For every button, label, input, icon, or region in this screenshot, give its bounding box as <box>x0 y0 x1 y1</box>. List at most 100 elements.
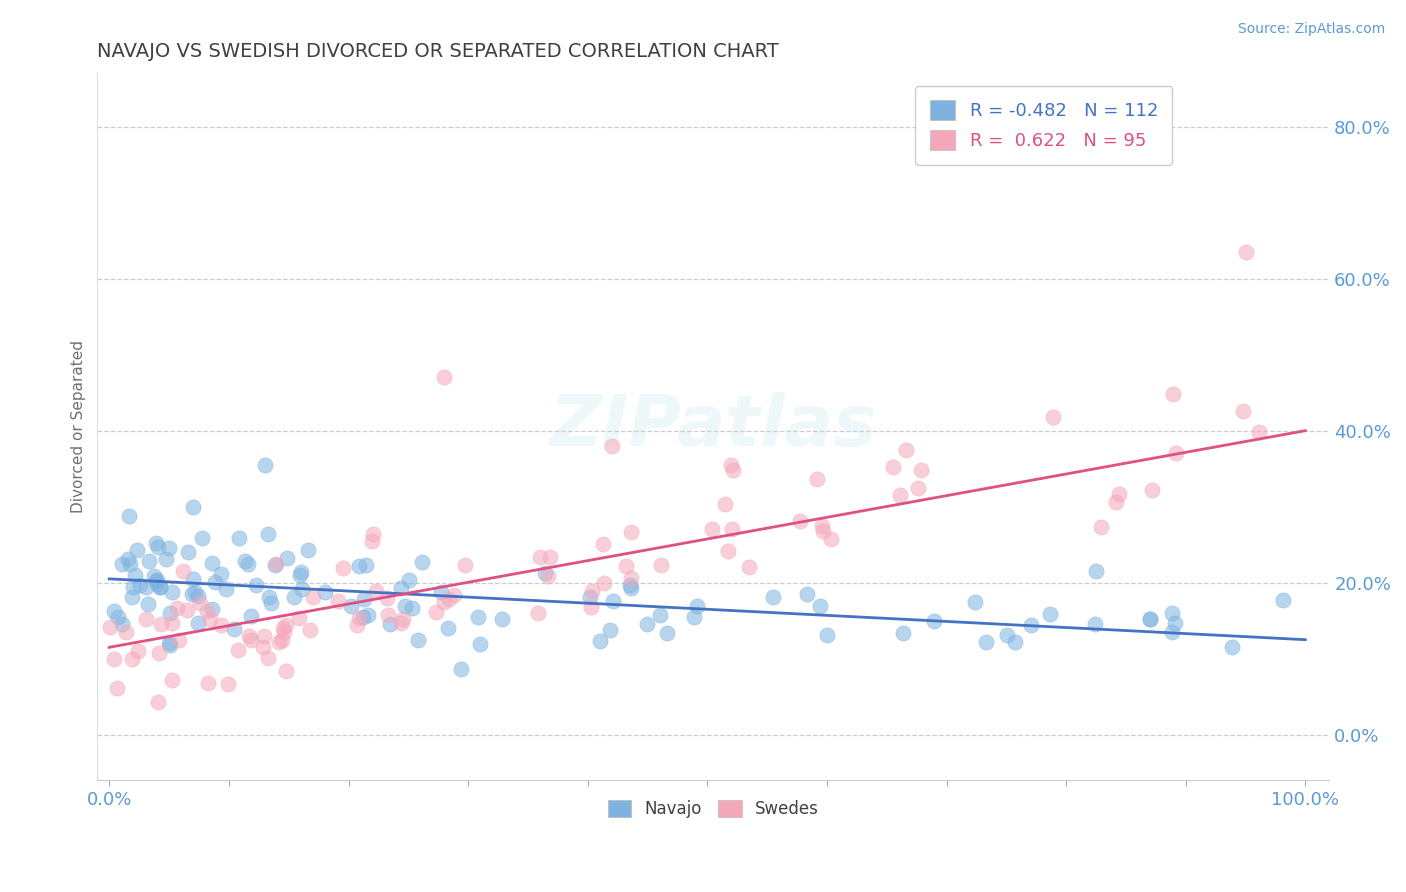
Point <box>491 611 513 625</box>
Point <box>187 589 209 603</box>
Point <box>271 632 294 647</box>
Point <box>257 590 280 604</box>
Point <box>148 580 170 594</box>
Point <box>377 591 399 606</box>
Point <box>297 543 319 558</box>
Point <box>602 594 624 608</box>
Point <box>1108 486 1130 500</box>
Point <box>614 559 637 574</box>
Point <box>238 629 260 643</box>
Point <box>1161 624 1184 639</box>
Point <box>534 566 557 580</box>
Point <box>721 462 744 476</box>
Point <box>260 596 283 610</box>
Point <box>1271 593 1294 607</box>
Point <box>361 526 384 541</box>
Point <box>636 617 658 632</box>
Point <box>142 568 165 582</box>
Point <box>302 590 325 604</box>
Point <box>166 601 188 615</box>
Point <box>392 612 415 626</box>
Point <box>233 554 256 568</box>
Point <box>910 463 932 477</box>
Point <box>789 514 811 528</box>
Point <box>398 573 420 587</box>
Point <box>1105 495 1128 509</box>
Point <box>181 500 204 514</box>
Point <box>155 552 177 566</box>
Point <box>589 634 612 648</box>
Text: ZIPatlas: ZIPatlas <box>550 392 877 461</box>
Point <box>526 606 548 620</box>
Point <box>389 581 412 595</box>
Point <box>443 589 465 603</box>
Point <box>290 566 312 580</box>
Point <box>103 652 125 666</box>
Point <box>737 560 759 574</box>
Point <box>437 592 460 607</box>
Point <box>204 574 226 589</box>
Point <box>245 578 267 592</box>
Point <box>198 612 221 626</box>
Point <box>167 633 190 648</box>
Point <box>159 606 181 620</box>
Point <box>1140 483 1163 498</box>
Point <box>124 568 146 582</box>
Point <box>1160 606 1182 620</box>
Point <box>253 629 276 643</box>
Point <box>1222 640 1244 654</box>
Legend: Navajo, Swedes: Navajo, Swedes <box>600 794 825 825</box>
Point <box>127 644 149 658</box>
Point <box>138 554 160 568</box>
Point <box>150 616 173 631</box>
Point <box>714 497 737 511</box>
Point <box>160 673 183 688</box>
Point <box>882 459 904 474</box>
Point <box>228 532 250 546</box>
Point <box>283 590 305 604</box>
Point <box>976 634 998 648</box>
Point <box>467 610 489 624</box>
Point <box>98 620 121 634</box>
Point <box>538 549 561 564</box>
Point <box>121 651 143 665</box>
Point <box>450 662 472 676</box>
Point <box>361 533 384 548</box>
Point <box>127 542 149 557</box>
Point <box>1004 635 1026 649</box>
Point <box>118 508 141 523</box>
Point <box>146 573 169 587</box>
Point <box>201 601 224 615</box>
Point <box>433 595 456 609</box>
Point <box>889 488 911 502</box>
Point <box>145 574 167 588</box>
Point <box>907 481 929 495</box>
Point <box>181 572 204 586</box>
Point <box>103 604 125 618</box>
Point <box>201 556 224 570</box>
Point <box>159 638 181 652</box>
Point <box>122 580 145 594</box>
Point <box>891 625 914 640</box>
Point <box>157 541 180 556</box>
Point <box>129 578 152 592</box>
Point <box>1085 564 1108 578</box>
Point <box>159 636 181 650</box>
Point <box>600 439 623 453</box>
Point <box>209 618 232 632</box>
Point <box>146 541 169 555</box>
Point <box>217 677 239 691</box>
Point <box>820 532 842 546</box>
Point <box>593 576 616 591</box>
Point <box>1161 387 1184 401</box>
Point <box>429 585 451 599</box>
Point <box>894 442 917 457</box>
Point <box>328 594 350 608</box>
Point <box>187 616 209 631</box>
Point <box>411 556 433 570</box>
Point <box>160 616 183 631</box>
Point <box>401 601 423 615</box>
Point <box>454 558 477 573</box>
Point <box>264 557 287 571</box>
Point <box>176 603 198 617</box>
